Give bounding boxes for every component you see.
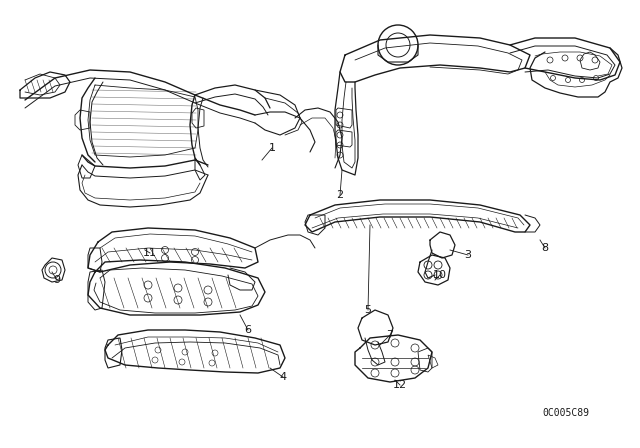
Text: 2: 2 [337, 190, 344, 200]
Text: 6: 6 [244, 325, 252, 335]
Text: 7: 7 [387, 330, 394, 340]
Text: 10: 10 [433, 270, 447, 280]
Text: 4: 4 [280, 372, 287, 382]
Text: 3: 3 [465, 250, 472, 260]
Text: 0C005C89: 0C005C89 [542, 408, 589, 418]
Text: 5: 5 [365, 305, 371, 315]
Text: 8: 8 [541, 243, 548, 253]
Text: 9: 9 [53, 275, 61, 285]
Text: 1: 1 [269, 143, 275, 153]
Text: 12: 12 [393, 380, 407, 390]
Text: 11: 11 [143, 248, 157, 258]
